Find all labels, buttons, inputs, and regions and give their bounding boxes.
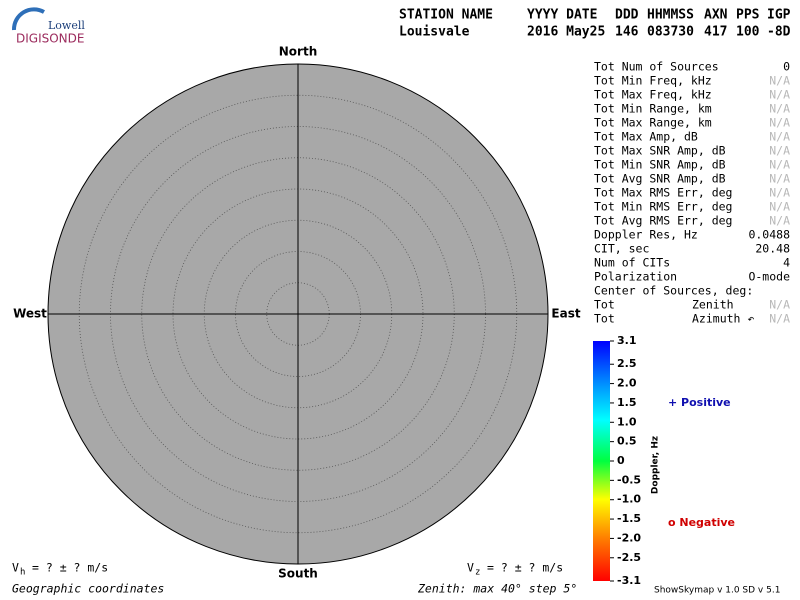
stat-value: N/A [769,102,790,116]
stat-label: Tot Min Freq, kHz [594,74,712,88]
south-label: South [278,567,318,581]
header-label: HHMMSS [647,8,694,23]
colorbar-tick-label: -2.0 [617,531,641,544]
colorbar-tick-label: -1.0 [617,493,641,506]
legend-negative: o Negative [668,516,735,529]
north-label: North [279,45,317,59]
stat-label: Tot Avg SNR Amp, dB [594,172,726,186]
stat-label: Tot Max Amp, dB [594,130,698,144]
stat-value: N/A [769,130,790,144]
stat-value: N/A [769,312,790,326]
colorbar [593,341,610,581]
stat-value: N/A [769,298,790,312]
header-value: 146 [615,25,639,40]
east-label: East [551,307,580,321]
colorbar-tick-label: 2.5 [617,357,637,370]
logo-bottom: DIGISONDE [16,32,84,46]
stat-label: Tot Min SNR Amp, dB [594,158,726,172]
colorbar-title: Doppler, Hz [651,436,661,494]
vh-symbol: V [12,561,19,575]
colorbar-tick-label: 0.5 [617,435,637,448]
logo: Lowell DIGISONDE [11,7,85,46]
logo-swoosh [11,7,45,31]
header-label: STATION NAME [399,8,493,23]
stat-value: 20.48 [755,242,790,256]
stat-label: Num of CITs [594,256,670,270]
stat-value: N/A [769,214,790,228]
stat-value: 4 [783,256,790,270]
colorbar-tick-label: -2.5 [617,551,641,564]
header-value: Louisvale [399,25,470,40]
vh: V h = ? ± ? m/s [12,561,108,578]
stat-value: N/A [769,88,790,102]
stat-sublabel: Azimuth ↶ [692,312,754,326]
vh-text: = ? ± ? m/s [32,561,108,575]
stat-value: N/A [769,200,790,214]
header-label: PPS [736,8,760,23]
stat-label: Center of Sources, deg: [594,284,753,298]
colorbar-tick-label: -0.5 [617,473,641,486]
stat-label: Tot Num of Sources [594,60,719,74]
header-label: IGP [767,8,791,23]
vz: V z = ? ± ? m/s [467,561,563,578]
header-value: 100 [736,25,760,40]
stat-value: N/A [769,74,790,88]
stat-label: Doppler Res, Hz [594,228,698,242]
stat-value: N/A [769,144,790,158]
vz-text: = ? ± ? m/s [487,561,563,575]
stat-label: Tot [594,312,615,326]
version: ShowSkymap v 1.0 SD v 5.1 [654,586,780,596]
colorbar-tick-label: 1.0 [617,415,637,428]
colorbar-tick-label: 1.5 [617,396,637,409]
stat-sublabel: Zenith [692,298,734,312]
colorbar-tick-label: 2.0 [617,377,637,390]
stat-label: Polarization [594,270,677,284]
stat-label: Tot [594,298,615,312]
stat-label: CIT, sec [594,242,649,256]
header-value: 083730 [647,25,694,40]
stat-value: O-mode [748,270,790,284]
stat-label: Tot Min Range, km [594,102,712,116]
coords-note: Geographic coordinates [12,582,164,596]
vz-sub: z [475,568,480,578]
header-label: DDD [615,8,639,23]
stat-value: N/A [769,158,790,172]
stat-value: 0 [783,60,790,74]
colorbar-tick-label: 3.1 [617,334,637,347]
header-value: -8D [767,25,791,40]
colorbar-tick-label: 0 [617,454,625,467]
stat-label: Tot Max Freq, kHz [594,88,712,102]
header-label: YYYY DATE [527,8,597,23]
colorbar-tick-label: -3.1 [617,574,641,587]
stat-value: N/A [769,116,790,130]
vh-sub: h [20,568,25,578]
legend-positive: + Positive [668,396,731,409]
stat-value: N/A [769,186,790,200]
stat-value: N/A [769,172,790,186]
header-value: 2016 May25 [527,25,605,40]
stat-label: Tot Max Range, km [594,116,712,130]
stat-label: Tot Avg RMS Err, deg [594,214,732,228]
stat-value: 0.0488 [748,228,790,242]
colorbar-tick-label: -1.5 [617,512,641,525]
stat-label: Tot Max RMS Err, deg [594,186,732,200]
west-label: West [13,307,47,321]
logo-top: Lowell [48,19,85,32]
zenith-note: Zenith: max 40° step 5° [417,582,577,596]
stat-label: Tot Max SNR Amp, dB [594,144,726,158]
header-value: 417 [704,25,727,40]
vz-symbol: V [467,561,474,575]
stat-label: Tot Min RMS Err, deg [594,200,732,214]
header-label: AXN [704,8,728,23]
